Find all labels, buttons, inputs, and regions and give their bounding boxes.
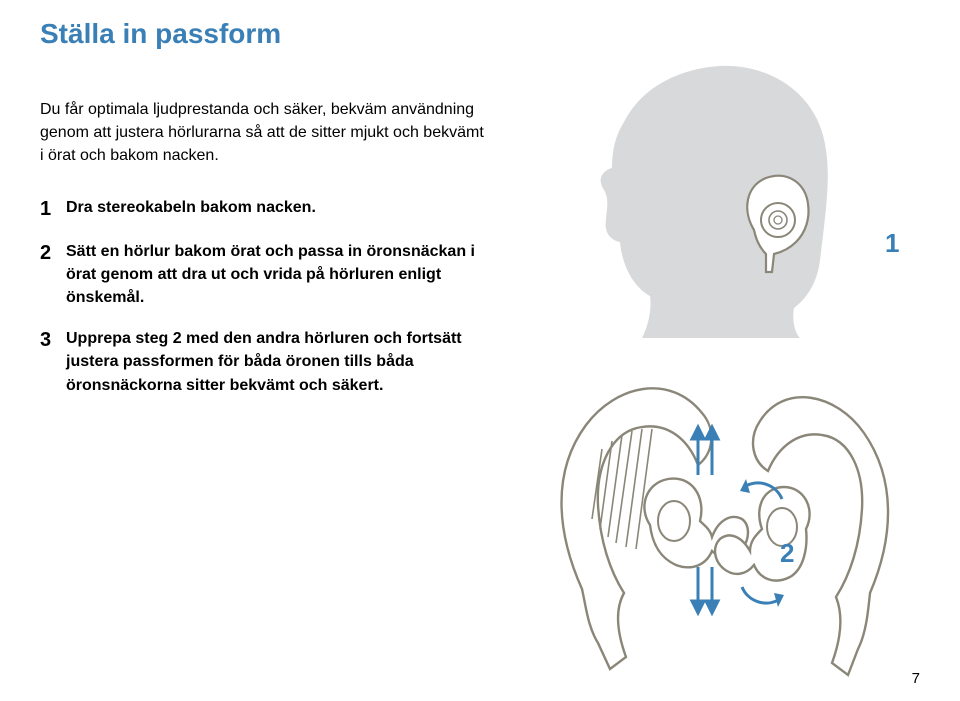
step-2: 2 Sätt en hörlur bakom örat och passa in… <box>40 240 490 310</box>
intro-text: Du får optimala ljudprestanda och säker,… <box>40 98 490 168</box>
figure-label-1: 1 <box>885 228 899 259</box>
page-title: Ställa in passform <box>40 18 920 50</box>
page-number: 7 <box>912 670 920 687</box>
step-2-text: Sätt en hörlur bakom örat och passa in ö… <box>66 240 490 310</box>
step-1-number: 1 <box>40 196 66 222</box>
step-1-text: Dra stereokabeln bakom nacken. <box>66 196 316 222</box>
content-row: Du får optimala ljudprestanda och säker,… <box>40 98 920 415</box>
earbud-adjustment-figure <box>540 373 900 683</box>
head-silhouette-figure <box>570 58 860 338</box>
step-2-number: 2 <box>40 240 66 310</box>
step-3: 3 Upprepa steg 2 med den andra hörluren … <box>40 327 490 397</box>
step-3-number: 3 <box>40 327 66 397</box>
left-column: Du får optimala ljudprestanda och säker,… <box>40 98 510 415</box>
figure-label-2: 2 <box>780 538 794 569</box>
step-3-text: Upprepa steg 2 med den andra hörluren oc… <box>66 327 490 397</box>
step-1: 1 Dra stereokabeln bakom nacken. <box>40 196 490 222</box>
right-column: 1 <box>510 98 920 415</box>
